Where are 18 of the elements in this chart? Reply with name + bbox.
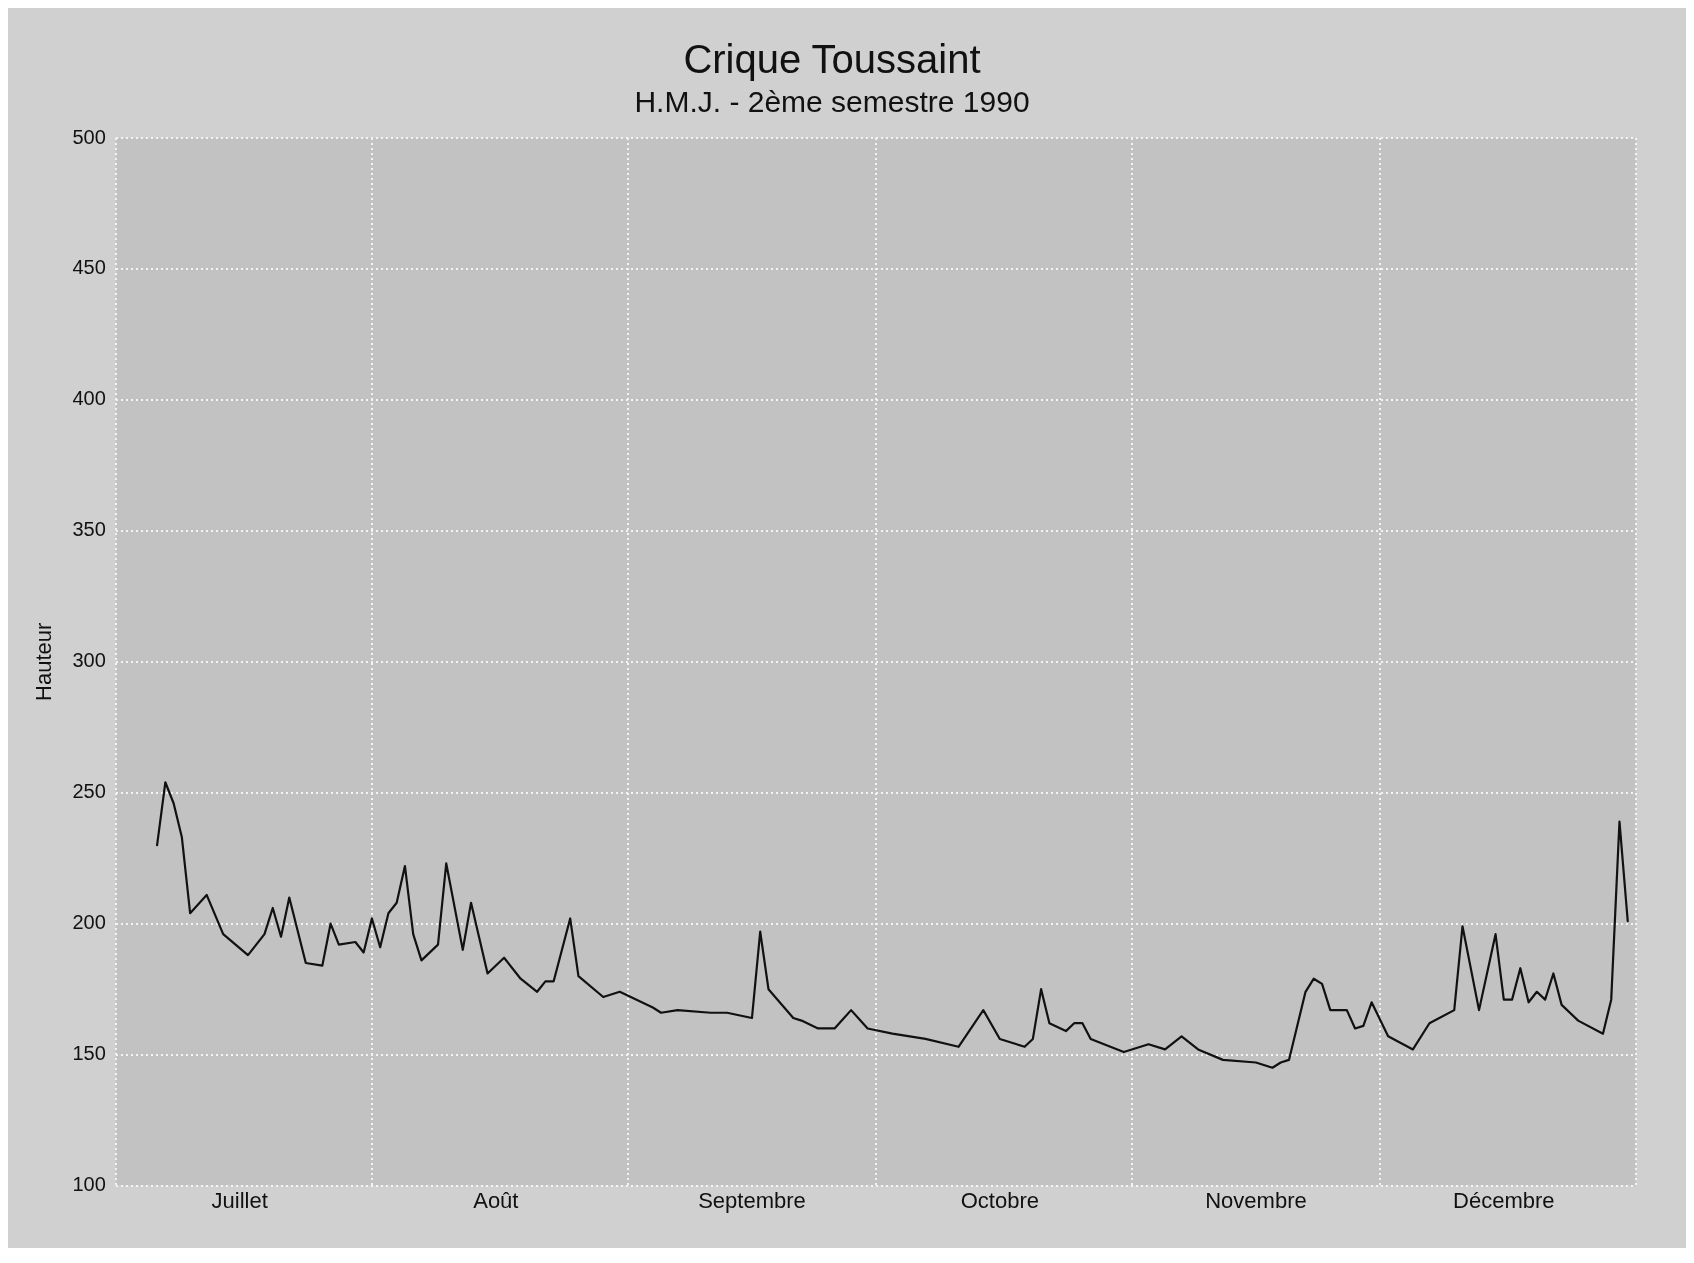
y-tick-label: 200 (72, 911, 106, 934)
chart-subtitle: H.M.J. - 2ème semestre 1990 (634, 85, 1030, 119)
y-tick-label: 250 (72, 780, 106, 803)
x-tick-label: Octobre (960, 1187, 1039, 1213)
y-tick-label: 450 (72, 256, 106, 279)
y-tick-label: 150 (72, 1042, 106, 1065)
x-tick-label: Septembre (698, 1187, 806, 1213)
y-axis-title: Hauteur (31, 622, 57, 701)
x-tick-label: Juillet (211, 1187, 268, 1213)
y-tick-label: 100 (72, 1173, 106, 1196)
x-tick-label: Décembre (1453, 1187, 1555, 1213)
chart-title: Crique Toussaint (683, 37, 981, 82)
y-tick-label: 500 (72, 125, 106, 148)
y-tick-label: 400 (72, 387, 106, 410)
y-tick-label: 300 (72, 649, 106, 672)
x-tick-label: Novembre (1205, 1187, 1307, 1213)
x-tick-label: Août (473, 1187, 519, 1213)
y-tick-label: 350 (72, 518, 106, 541)
